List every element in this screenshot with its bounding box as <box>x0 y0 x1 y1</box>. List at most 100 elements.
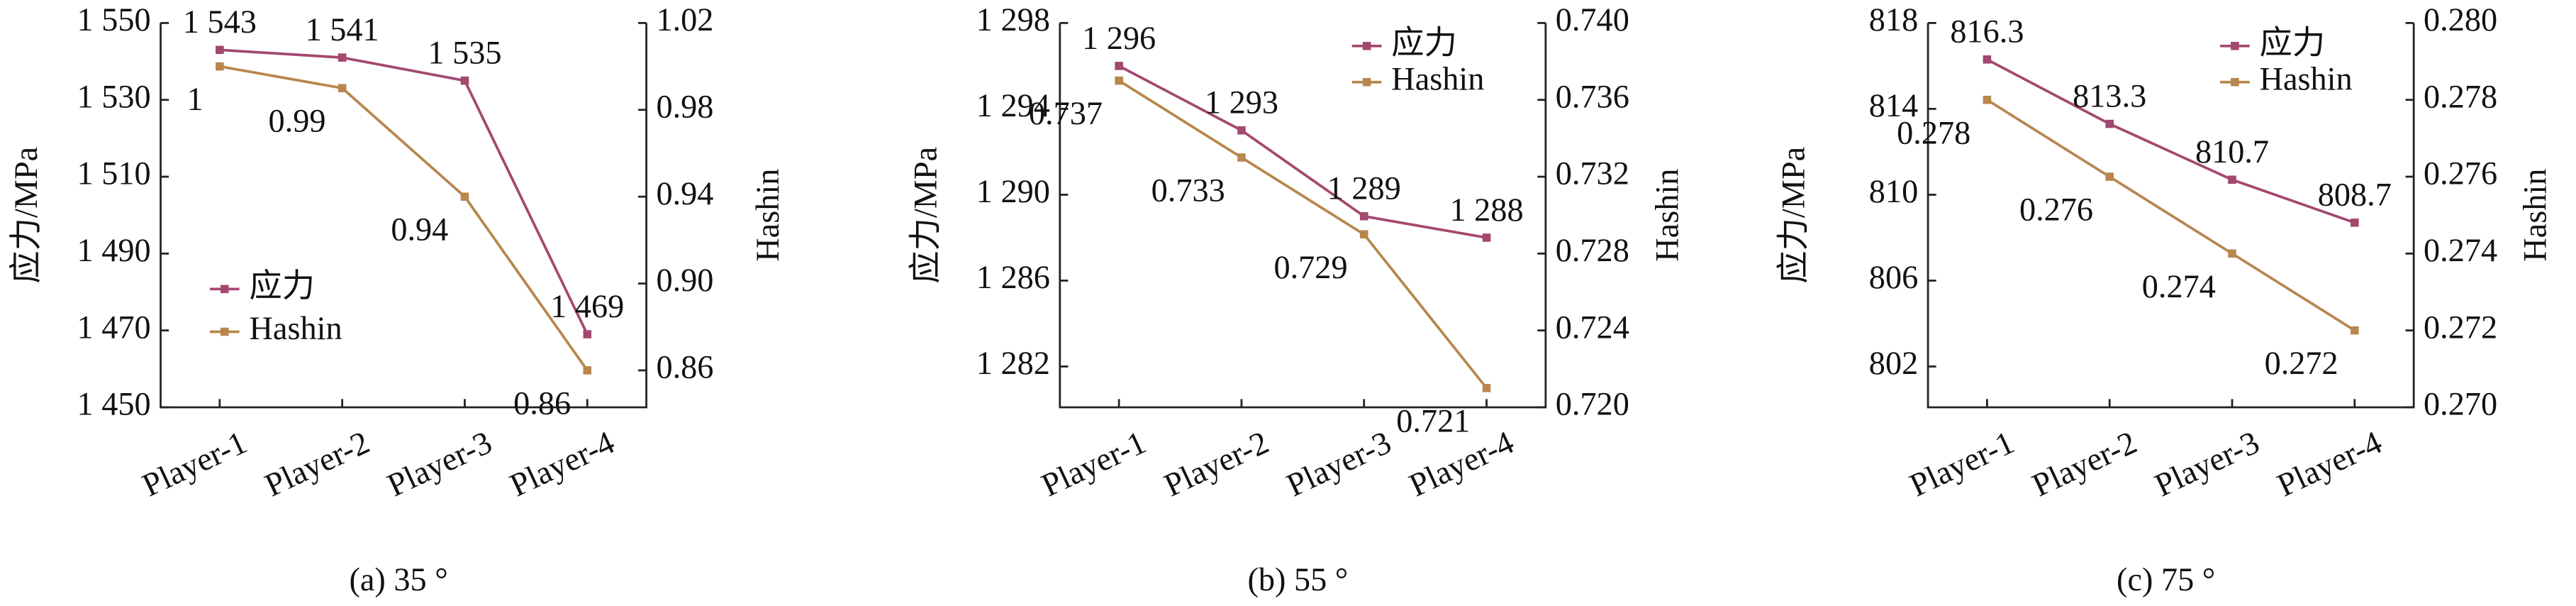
legend-marker <box>2231 42 2239 50</box>
panel: 1 450 1 470 1 490 1 510 1 530 1 550 0.86 0.90 0.… <box>9 2 786 598</box>
line <box>1118 65 1487 239</box>
marker <box>1359 230 1368 239</box>
y-tick-label: 1 510 <box>77 156 151 192</box>
y-tick-label: 1 530 <box>77 79 151 115</box>
legend-marker <box>2231 77 2239 87</box>
y-tick-label: 814 <box>1869 88 1918 124</box>
marker <box>460 192 469 201</box>
line <box>1986 58 2355 224</box>
y2-tick-label: 0.736 <box>1556 79 1629 115</box>
data-label: 0.721 <box>1396 403 1470 439</box>
y2-axis-label: Hashin <box>2518 169 2554 262</box>
data-label: 0.276 <box>2019 192 2093 228</box>
marker <box>338 53 347 62</box>
legend-marker <box>221 285 229 294</box>
legend-label: 应力 <box>1391 25 1457 61</box>
y-tick-label: 806 <box>1869 260 1918 296</box>
marker <box>583 330 592 338</box>
y-tick-label: 1 450 <box>77 387 151 423</box>
axis-frame <box>1927 23 2415 409</box>
y2-tick-label: 0.98 <box>656 89 713 125</box>
marker <box>2105 119 2114 128</box>
y2-tick-label: 0.740 <box>1556 2 1629 38</box>
marker <box>338 84 347 92</box>
y2-tick-label: 0.278 <box>2424 79 2497 115</box>
subtitle: (c) 75 ° <box>2117 562 2215 598</box>
data-label: 0.272 <box>2265 346 2338 382</box>
legend-label: Hashin <box>250 311 342 347</box>
axis-frame <box>1059 23 1547 409</box>
marker <box>216 45 224 55</box>
y-tick-label: 1 282 <box>976 346 1050 382</box>
marker <box>2351 218 2359 227</box>
data-label: 1 543 <box>183 4 257 40</box>
data-label: 0.94 <box>391 212 448 248</box>
y-axis-label: 应力/MPa <box>908 147 944 284</box>
data-label: 1 293 <box>1205 85 1278 121</box>
y2-tick-label: 1.02 <box>656 2 713 38</box>
marker <box>1983 95 1992 104</box>
x-tick-label: Player-4 <box>505 424 620 504</box>
marker <box>1237 126 1246 135</box>
line <box>1118 79 1488 390</box>
x-tick-label: Player-2 <box>2027 424 2143 504</box>
y-tick-label: 1 294 <box>976 88 1050 124</box>
data-label: 816.3 <box>1950 14 2024 50</box>
y-tick-label: 1 550 <box>77 2 151 38</box>
line <box>1986 99 2355 332</box>
legend-label: Hashin <box>1391 61 1484 97</box>
y2-tick-label: 0.280 <box>2424 2 2497 38</box>
x-tick-label: Player-3 <box>382 424 498 504</box>
legend-marker <box>1362 77 1371 87</box>
y-tick-label: 1 286 <box>976 260 1050 296</box>
x-tick-label: Player-4 <box>2272 424 2387 504</box>
y2-tick-label: 0.86 <box>656 350 713 386</box>
x-tick-label: Player-3 <box>2149 424 2265 504</box>
y2-tick-label: 0.276 <box>2424 156 2497 192</box>
x-tick-label: Player-2 <box>1159 424 1274 504</box>
y2-tick-label: 0.728 <box>1556 233 1629 269</box>
marker <box>1115 62 1123 70</box>
marker <box>1482 384 1491 392</box>
x-tick-label: Player-3 <box>1281 424 1397 504</box>
data-label: 1 289 <box>1327 171 1401 207</box>
line <box>219 48 589 335</box>
data-label: 1 296 <box>1082 21 1156 57</box>
data-label: 1 469 <box>550 289 624 325</box>
y-axis-label: 应力/MPa <box>9 147 45 284</box>
y-tick-label: 1 298 <box>976 2 1050 38</box>
x-tick-label: Player-1 <box>1037 424 1152 504</box>
subtitle: (a) 35 ° <box>349 562 447 598</box>
data-label: 1 <box>187 82 203 118</box>
data-label: 0.99 <box>269 104 326 140</box>
data-label: 0.86 <box>513 385 571 422</box>
panel: 1 282 1 286 1 290 1 294 1 298 0.720 0.724 0.728… <box>908 2 1685 598</box>
data-label: 810.7 <box>2195 134 2269 170</box>
marker <box>216 62 224 71</box>
line <box>219 65 589 372</box>
y2-tick-label: 0.724 <box>1556 309 1629 346</box>
y-tick-label: 1 290 <box>976 174 1050 210</box>
marker <box>2351 326 2359 335</box>
y2-tick-label: 0.720 <box>1556 387 1629 423</box>
y2-tick-label: 0.270 <box>2424 387 2497 423</box>
x-tick-label: Player-1 <box>1905 424 2020 504</box>
x-tick-label: Player-2 <box>260 424 375 504</box>
marker <box>2228 249 2236 258</box>
marker <box>1115 76 1123 85</box>
marker <box>460 76 469 85</box>
marker <box>2228 175 2236 184</box>
data-label: 0.733 <box>1152 172 1225 209</box>
marker <box>1237 153 1246 162</box>
y-tick-label: 802 <box>1869 346 1918 382</box>
panel: 802 806 810 814 818 0.270 0.272 0.274 0.276 0.278… <box>1776 2 2554 598</box>
marker <box>1359 211 1368 221</box>
y2-axis-label: Hashin <box>750 169 786 262</box>
y-tick-label: 810 <box>1869 174 1918 210</box>
subtitle: (b) 55 ° <box>1247 562 1348 598</box>
marker <box>1482 233 1491 242</box>
axis-frame <box>160 23 647 409</box>
data-label: 0.278 <box>1897 115 1970 151</box>
data-label: 0.274 <box>2142 269 2216 305</box>
